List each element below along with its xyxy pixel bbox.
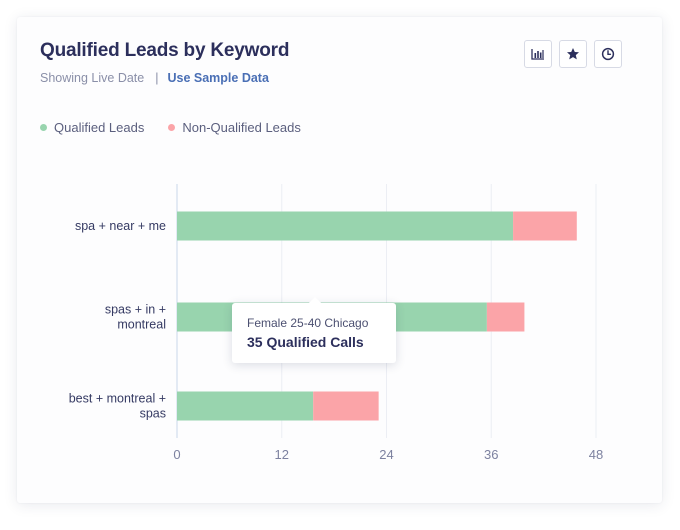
- bar-qualified-spa-near-me[interactable]: [177, 211, 514, 241]
- legend-label-non-qualified: Non-Qualified Leads: [182, 120, 301, 135]
- category-label-best-montreal-spas: best + montreal + spas: [69, 392, 166, 421]
- chart-type-button[interactable]: [524, 40, 552, 68]
- bar-chart-icon: [531, 49, 544, 60]
- chart-card: [17, 17, 662, 503]
- chart-legend: Qualified Leads Non-Qualified Leads: [40, 120, 325, 135]
- x-tick-label: 48: [589, 447, 603, 462]
- use-sample-data-link[interactable]: Use Sample Data: [167, 71, 269, 85]
- bar-non-qualified-spas-in-montreal[interactable]: [486, 302, 525, 332]
- x-tick-label: 36: [484, 447, 498, 462]
- legend-swatch-qualified: [40, 124, 47, 131]
- subtitle-separator: |: [155, 71, 159, 85]
- tooltip-value: 35 Qualified Calls: [247, 334, 364, 350]
- bar-qualified-best-montreal-spas[interactable]: [177, 391, 314, 421]
- favorite-button[interactable]: [559, 40, 587, 68]
- legend-item-qualified[interactable]: Qualified Leads: [40, 120, 144, 135]
- bar-non-qualified-best-montreal-spas[interactable]: [313, 391, 379, 421]
- legend-item-non-qualified[interactable]: Non-Qualified Leads: [168, 120, 301, 135]
- chart-title: Qualified Leads by Keyword: [40, 40, 290, 61]
- star-icon: [567, 48, 579, 60]
- x-tick-label: 12: [275, 447, 289, 462]
- x-tick-label: 24: [379, 447, 393, 462]
- history-button[interactable]: [594, 40, 622, 68]
- legend-label-qualified: Qualified Leads: [54, 120, 145, 135]
- bar-non-qualified-spa-near-me[interactable]: [513, 211, 577, 241]
- legend-swatch-non-qualified: [168, 124, 176, 131]
- x-tick-label: 0: [173, 447, 180, 462]
- data-source-line: Showing Live Date | Use Sample Data: [40, 71, 269, 85]
- clock-icon: [601, 47, 615, 61]
- live-data-status: Showing Live Date: [40, 71, 145, 85]
- chart-tooltip: Female 25-40 Chicago 35 Qualified Calls: [232, 297, 396, 363]
- tooltip-segment: Female 25-40 Chicago: [247, 316, 369, 330]
- category-label-spa-near-me: spa + near + me: [75, 219, 166, 233]
- category-label-spas-in-montreal: spas + in + montreal: [105, 303, 166, 332]
